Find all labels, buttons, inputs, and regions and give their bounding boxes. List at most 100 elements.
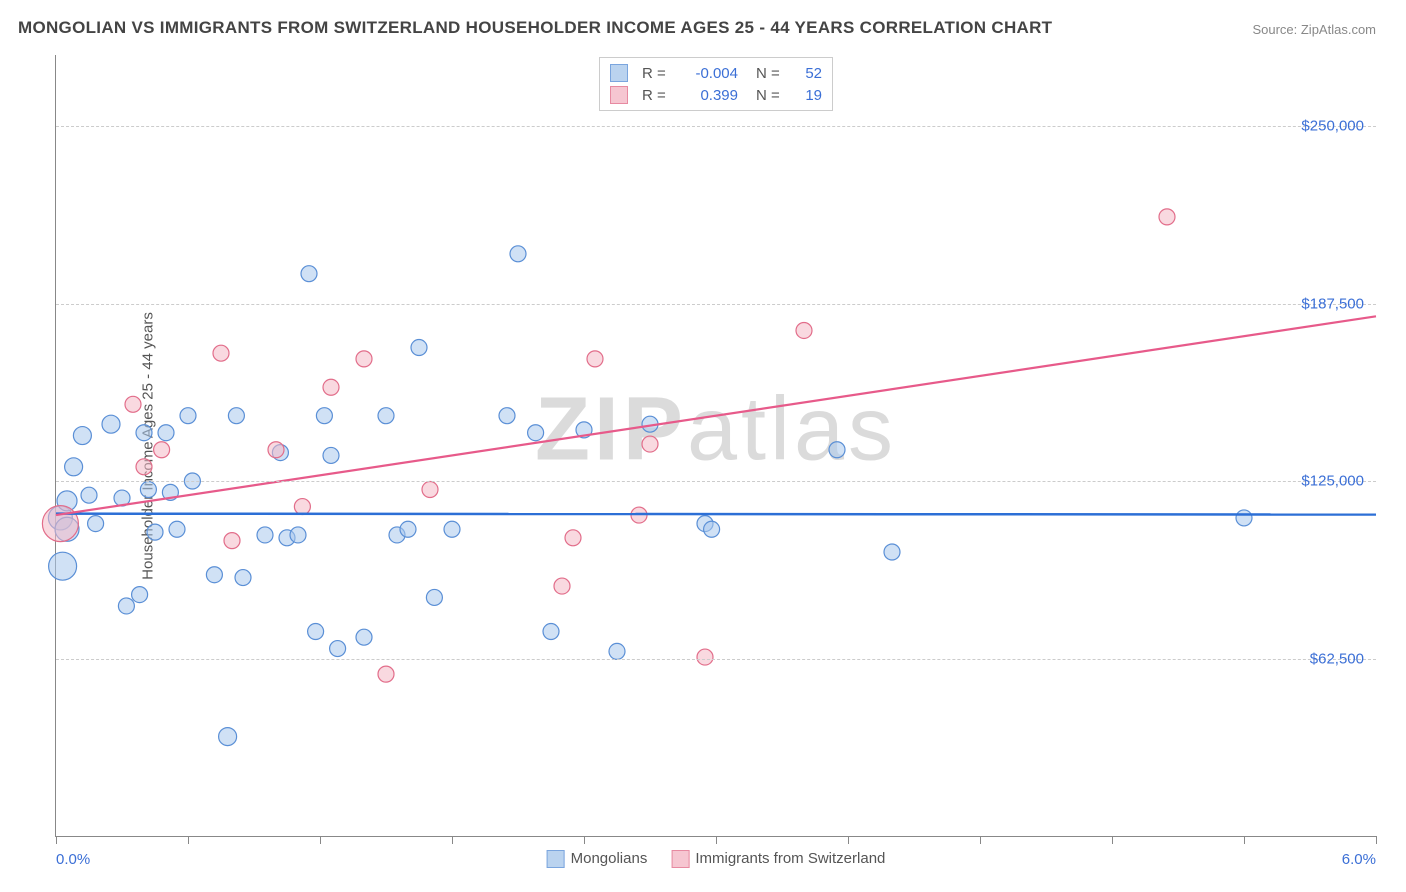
x-tick <box>848 836 849 844</box>
legend-item: Immigrants from Switzerland <box>671 850 885 868</box>
scatter-point <box>704 521 720 537</box>
r-label: R = <box>642 87 670 104</box>
scatter-point <box>228 408 244 424</box>
n-value: 52 <box>792 65 822 82</box>
x-tick <box>1112 836 1113 844</box>
series-legend: Mongolians Immigrants from Switzerland <box>547 850 886 868</box>
x-tick <box>1376 836 1377 844</box>
legend-swatch <box>547 850 565 868</box>
plot-area: ZIPatlas R =-0.004N =52R =0.399N =19 0.0… <box>55 55 1376 837</box>
scatter-point <box>411 340 427 356</box>
scatter-point <box>426 589 442 605</box>
scatter-point <box>422 482 438 498</box>
scatter-point <box>378 666 394 682</box>
scatter-point <box>323 379 339 395</box>
x-tick <box>452 836 453 844</box>
scatter-point <box>356 629 372 645</box>
trend-line <box>56 514 1376 515</box>
scatter-point <box>884 544 900 560</box>
scatter-point <box>543 624 559 640</box>
chart-title: MONGOLIAN VS IMMIGRANTS FROM SWITZERLAND… <box>18 18 1052 38</box>
scatter-point <box>609 643 625 659</box>
scatter-point <box>219 728 237 746</box>
scatter-point <box>356 351 372 367</box>
correlation-legend-row: R = -0.004 N = 52 <box>610 62 822 84</box>
n-value: 19 <box>792 87 822 104</box>
scatter-point <box>1159 209 1175 225</box>
scatter-point <box>829 442 845 458</box>
r-label: R = <box>642 65 670 82</box>
scatter-point <box>301 266 317 282</box>
scatter-point <box>102 415 120 433</box>
scatter-point <box>140 482 156 498</box>
n-label: N = <box>756 87 784 104</box>
scatter-point <box>510 246 526 262</box>
legend-swatch <box>610 86 628 104</box>
scatter-point <box>81 487 97 503</box>
scatter-point <box>565 530 581 546</box>
y-tick-label: $187,500 <box>1301 295 1364 312</box>
x-axis-max-label: 6.0% <box>1342 851 1376 868</box>
scatter-point <box>330 641 346 657</box>
scatter-point <box>125 396 141 412</box>
x-tick <box>716 836 717 844</box>
x-axis-min-label: 0.0% <box>56 851 90 868</box>
legend-label: Mongolians <box>571 850 648 867</box>
x-tick <box>320 836 321 844</box>
x-tick <box>1244 836 1245 844</box>
scatter-point <box>528 425 544 441</box>
x-tick <box>980 836 981 844</box>
grid-line <box>56 304 1376 305</box>
n-label: N = <box>756 65 784 82</box>
scatter-point <box>136 459 152 475</box>
scatter-point <box>1236 510 1252 526</box>
scatter-point <box>65 458 83 476</box>
scatter-point <box>323 447 339 463</box>
scatter-point <box>169 521 185 537</box>
scatter-point <box>642 436 658 452</box>
scatter-point <box>158 425 174 441</box>
x-tick <box>584 836 585 844</box>
scatter-point <box>136 425 152 441</box>
r-value: -0.004 <box>678 65 738 82</box>
scatter-point <box>587 351 603 367</box>
grid-line <box>56 659 1376 660</box>
scatter-svg <box>56 55 1376 836</box>
scatter-point <box>316 408 332 424</box>
trend-line <box>56 316 1376 515</box>
scatter-point <box>697 649 713 665</box>
scatter-point <box>154 442 170 458</box>
legend-item: Mongolians <box>547 850 648 868</box>
scatter-point <box>206 567 222 583</box>
scatter-point <box>257 527 273 543</box>
scatter-point <box>308 624 324 640</box>
scatter-point <box>132 587 148 603</box>
scatter-point <box>378 408 394 424</box>
scatter-point <box>73 427 91 445</box>
scatter-point <box>290 527 306 543</box>
legend-swatch <box>671 850 689 868</box>
scatter-point <box>796 322 812 338</box>
legend-swatch <box>610 64 628 82</box>
scatter-point <box>42 506 78 542</box>
grid-line <box>56 481 1376 482</box>
y-tick-label: $125,000 <box>1301 473 1364 490</box>
scatter-point <box>554 578 570 594</box>
scatter-point <box>147 524 163 540</box>
correlation-legend: R = -0.004 N = 52 R = 0.399 N = 19 <box>599 57 833 111</box>
scatter-point <box>224 533 240 549</box>
scatter-point <box>294 499 310 515</box>
source-label: Source: ZipAtlas.com <box>1252 22 1376 37</box>
legend-label: Immigrants from Switzerland <box>695 850 885 867</box>
r-value: 0.399 <box>678 87 738 104</box>
scatter-point <box>400 521 416 537</box>
x-tick <box>188 836 189 844</box>
y-tick-label: $250,000 <box>1301 118 1364 135</box>
scatter-point <box>49 552 77 580</box>
correlation-legend-row: R = 0.399 N = 19 <box>610 84 822 106</box>
scatter-point <box>118 598 134 614</box>
scatter-point <box>213 345 229 361</box>
scatter-point <box>499 408 515 424</box>
grid-line <box>56 126 1376 127</box>
y-tick-label: $62,500 <box>1310 650 1364 667</box>
